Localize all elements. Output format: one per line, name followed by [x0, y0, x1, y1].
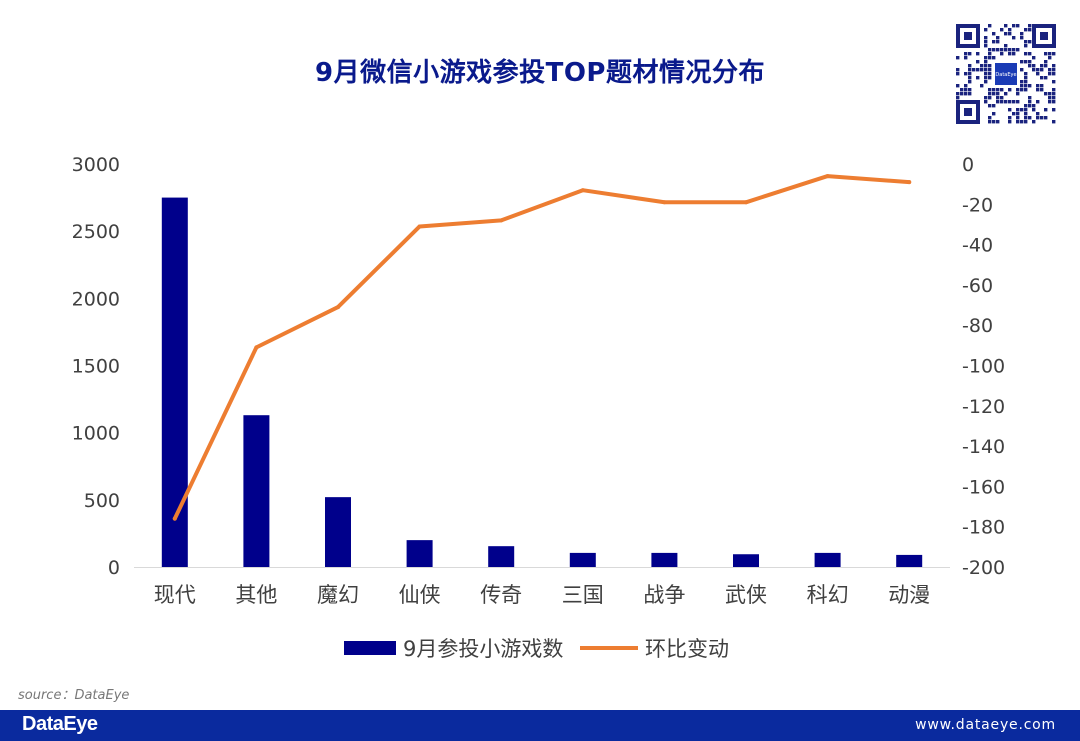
source-note: source：DataEye [18, 688, 130, 703]
y-left-tick-label: 2000 [72, 288, 120, 310]
y-left-tick-label: 3000 [72, 154, 120, 176]
y-right-tick-label: -60 [962, 275, 993, 297]
bar [651, 552, 678, 567]
bar [733, 554, 759, 567]
bar [406, 540, 433, 567]
y-left-tick-label: 1500 [72, 356, 120, 378]
combo-chart: 0 500 1000 1500 2000 2500 3000 0 -20 -40 -60 -80 -1… [72, 154, 1005, 661]
y-right-tick-label: -140 [962, 436, 1005, 458]
x-tick-label: 魔幻 [317, 583, 359, 607]
footer-bar: DataEye www.dataeye.com [0, 710, 1080, 741]
bar [161, 197, 188, 568]
bar [814, 552, 841, 567]
line-point [336, 305, 340, 310]
x-tick-label: 战争 [643, 583, 685, 607]
y-axis-left: 0 500 1000 1500 2000 2500 3000 [72, 154, 120, 579]
y-left-tick-label: 0 [108, 557, 120, 579]
line-point [907, 180, 912, 185]
bar [488, 546, 515, 567]
y-right-tick-label: -40 [962, 235, 993, 257]
bar [896, 554, 923, 567]
x-tick-label: 现代 [154, 583, 196, 607]
line-path [172, 174, 912, 521]
legend-label-bar: 9月参投小游戏数 [403, 637, 563, 661]
line-point [417, 224, 422, 229]
y-right-tick-label: -20 [962, 194, 993, 216]
y-right-tick-label: -80 [962, 315, 993, 337]
x-tick-label: 武侠 [725, 583, 767, 607]
y-right-tick-label: -200 [962, 557, 1005, 579]
bar [243, 415, 270, 567]
footer-website: www.dataeye.com [915, 717, 1056, 733]
line-point [172, 516, 177, 521]
x-tick-label: 传奇 [480, 583, 522, 607]
x-tick-label: 科幻 [807, 583, 849, 607]
y-right-tick-label: -120 [962, 396, 1005, 418]
qr-center-label: DataEye [995, 72, 1016, 78]
qr-code-icon: DataEye [956, 24, 1056, 124]
x-axis: 现代 其他 魔幻 仙侠 传奇 三国 战争 武侠 科幻 动漫 [154, 583, 930, 607]
y-right-tick-label: 0 [962, 154, 974, 176]
x-tick-label: 其他 [235, 583, 277, 607]
x-tick-label: 三国 [562, 583, 604, 607]
chart-title: 9月微信小游戏参投TOP题材情况分布 [315, 58, 765, 88]
bar-series [161, 197, 923, 568]
x-tick-label: 动漫 [888, 583, 930, 607]
legend: 9月参投小游戏数 环比变动 [344, 637, 729, 661]
line-series [172, 174, 912, 521]
y-left-tick-label: 2500 [72, 221, 120, 243]
line-point [499, 218, 504, 223]
y-axis-right: 0 -20 -40 -60 -80 -100 -120 -140 -160 -180 -200 [962, 154, 1005, 579]
footer-brand-logo: DataEye [22, 713, 98, 735]
legend-swatch-bar [344, 641, 396, 655]
y-left-tick-label: 500 [84, 490, 120, 512]
y-right-tick-label: -180 [962, 517, 1005, 539]
line-point [744, 200, 748, 205]
x-tick-label: 仙侠 [399, 583, 441, 607]
y-right-tick-label: -160 [962, 476, 1005, 498]
line-point [825, 174, 830, 179]
legend-label-line: 环比变动 [645, 637, 729, 661]
bar [325, 497, 351, 567]
y-left-tick-label: 1000 [72, 423, 120, 445]
line-point [580, 188, 585, 193]
line-point [254, 345, 259, 350]
bar [569, 552, 596, 567]
y-right-tick-label: -100 [962, 356, 1005, 378]
line-point [662, 200, 667, 205]
